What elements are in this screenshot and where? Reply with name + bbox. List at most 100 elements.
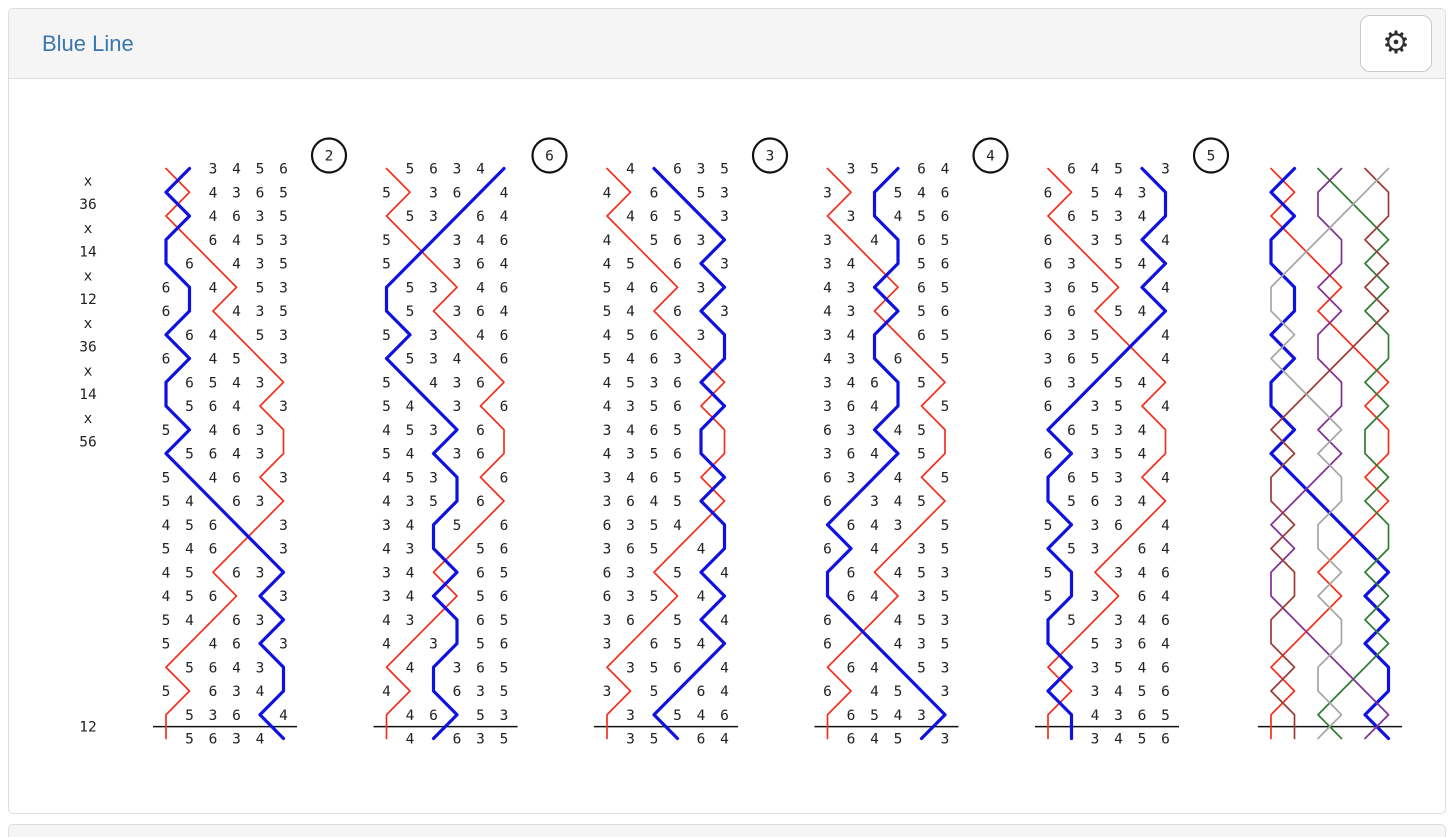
bell-digit: 6: [1161, 732, 1170, 748]
bell-digit: 6: [232, 613, 241, 629]
bell-digit: 6: [453, 732, 462, 748]
bell-digit: 3: [603, 684, 612, 700]
bell-digit: 5: [603, 304, 612, 320]
bell-digit: 4: [720, 660, 729, 676]
bell-digit: 4: [1161, 399, 1170, 415]
bell-digit: 6: [476, 447, 485, 463]
bell-digit: 4: [1138, 494, 1147, 510]
bell-digit: 4: [406, 447, 415, 463]
grid-column: [1258, 166, 1402, 741]
place-bell-circle: [531, 137, 568, 174]
bell-digit: 3: [1067, 328, 1076, 344]
bell-digit: 6: [603, 518, 612, 534]
bell-digit: 5: [406, 162, 415, 178]
bell-digit: 5: [917, 257, 926, 273]
bell-digit: 6: [847, 565, 856, 581]
bell-digit: 4: [382, 613, 391, 629]
bell-digit: 3: [626, 399, 635, 415]
bell-digit: 6: [209, 589, 218, 605]
bell-digit: 4: [720, 565, 729, 581]
bell-digit: 3: [232, 684, 241, 700]
bell-digit: 6: [232, 565, 241, 581]
bell-digit: 5: [650, 542, 659, 558]
bell-digit: 3: [626, 565, 635, 581]
bell-digit: 5: [162, 613, 171, 629]
bell-digit: 5: [476, 637, 485, 653]
bell-digit: 3: [847, 304, 856, 320]
bell-digit: 5: [626, 375, 635, 391]
bell-digit: 3: [1091, 660, 1100, 676]
bell-digit: 6: [1161, 660, 1170, 676]
next-panel-header[interactable]: [8, 824, 1446, 837]
bell-digit: 4: [917, 185, 926, 201]
bell-digit: 5: [1091, 280, 1100, 296]
bell-digit: 6: [650, 280, 659, 296]
panel-title[interactable]: Blue Line: [42, 30, 134, 56]
settings-button[interactable]: ⚙: [1360, 15, 1432, 72]
bell-digit: 5: [673, 494, 682, 510]
bell-digit: 4: [1138, 423, 1147, 439]
bell-digit: 3: [429, 209, 438, 225]
bell-digit: 6: [650, 328, 659, 344]
bell-digit: 5: [476, 589, 485, 605]
bell-digit: 4: [1138, 660, 1147, 676]
bell-digit: 6: [847, 732, 856, 748]
bell-digit: 5: [232, 352, 241, 368]
bell-digit: 3: [697, 162, 706, 178]
bell-digit: 3: [232, 732, 241, 748]
bell-digit: 6: [650, 209, 659, 225]
place-bell-circle: [751, 137, 789, 174]
bell-digit: 3: [626, 732, 635, 748]
bell-digit: 3: [382, 518, 391, 534]
bell-digit: 3: [603, 542, 612, 558]
bell-digit: 4: [673, 518, 682, 534]
bell-digit: 6: [429, 162, 438, 178]
bell-digit: 6: [673, 660, 682, 676]
bell-digit: 5: [500, 565, 509, 581]
bell-digit: 5: [917, 565, 926, 581]
bell-digit: 4: [476, 280, 485, 296]
bell-digit: 4: [870, 542, 879, 558]
bell-digit: 4: [476, 162, 485, 178]
bell-digit: 5: [500, 732, 509, 748]
bell-digit: 4: [1161, 589, 1170, 605]
bell-digit: 4: [823, 352, 832, 368]
bell-digit: 3: [941, 684, 950, 700]
bell-digit: 5: [1138, 684, 1147, 700]
bell-digit: 4: [603, 185, 612, 201]
bell-digit: 6: [673, 399, 682, 415]
bell-digit: 3: [406, 613, 415, 629]
treble-line: [385, 167, 505, 740]
panel-header[interactable]: Blue Line ⚙: [9, 9, 1445, 79]
bell-digit: 6: [500, 637, 509, 653]
bell-digit: 4: [162, 565, 171, 581]
bell-digit: 6: [476, 375, 485, 391]
bell-digit: 6: [1067, 470, 1076, 486]
bell-digit: 3: [429, 637, 438, 653]
bell-digit: 4: [162, 589, 171, 605]
bell-digit: 4: [1138, 257, 1147, 273]
bell-digit: 3: [847, 280, 856, 296]
bell-digit: 5: [256, 328, 265, 344]
bell-digit: 4: [941, 162, 950, 178]
bell-digit: 4: [1161, 542, 1170, 558]
bell-digit: 4: [823, 304, 832, 320]
bell-digit: 6: [232, 470, 241, 486]
bell-digit: 5: [1114, 660, 1123, 676]
bell-digit: 6: [823, 542, 832, 558]
bell-digit: 5: [1091, 352, 1100, 368]
bell-digit: 6: [1091, 494, 1100, 510]
bell-digit: 5: [1091, 209, 1100, 225]
bell-digit: 4: [1161, 280, 1170, 296]
bell-digit: 6: [185, 328, 194, 344]
bell-digit: 5: [941, 233, 950, 249]
bell-digit: 6: [1067, 423, 1076, 439]
bell-digit: 3: [720, 185, 729, 201]
bell-digit: 3: [823, 375, 832, 391]
bell-digit: 3: [209, 708, 218, 724]
bell-digit: 3: [1044, 304, 1053, 320]
bell-digit: 5: [917, 494, 926, 510]
bell-digit: 5: [1114, 162, 1123, 178]
bell-digit: 4: [453, 352, 462, 368]
bell-digit: 4: [185, 613, 194, 629]
